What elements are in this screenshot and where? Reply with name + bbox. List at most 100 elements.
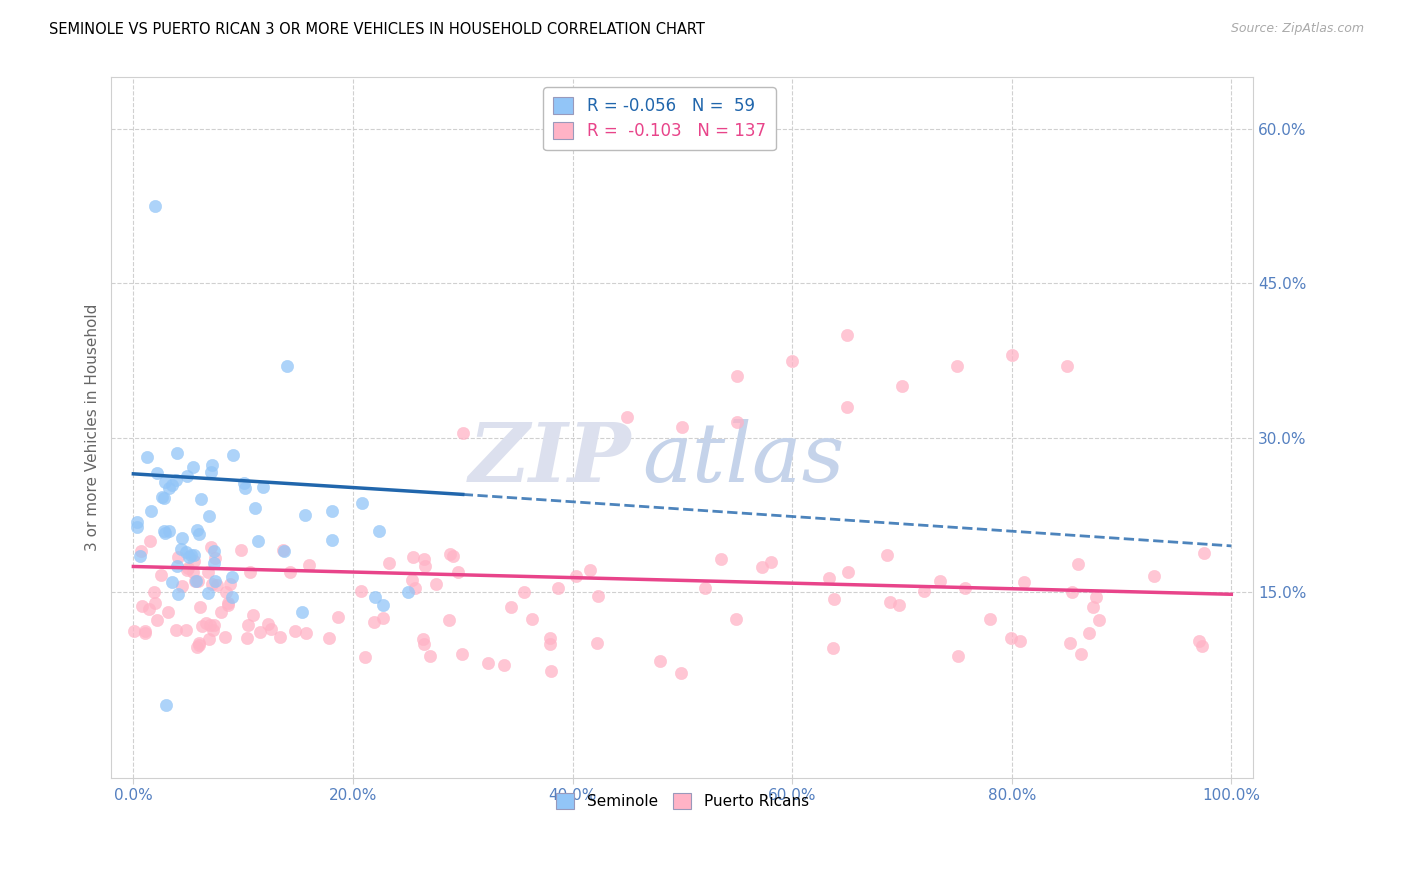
Point [221, 570, 243, 584]
Point [1062, 585, 1084, 599]
Point [221, 590, 243, 604]
Point [276, 359, 298, 373]
Point [412, 632, 434, 646]
Point [134, 624, 156, 639]
Point [271, 543, 294, 558]
Text: ZIP: ZIP [468, 419, 631, 499]
Point [1143, 569, 1166, 583]
Point [1059, 635, 1081, 649]
Point [413, 559, 436, 574]
Point [447, 565, 470, 579]
Point [187, 574, 209, 588]
Point [141, 504, 163, 518]
Point [202, 556, 225, 570]
Point [363, 615, 385, 630]
Text: atlas: atlas [643, 419, 845, 499]
Point [204, 551, 226, 566]
Point [153, 475, 176, 490]
Point [217, 596, 239, 610]
Point [295, 626, 318, 640]
Point [160, 478, 183, 492]
Point [451, 425, 474, 440]
Point [167, 587, 190, 601]
Text: Source: ZipAtlas.com: Source: ZipAtlas.com [1230, 22, 1364, 36]
Point [170, 579, 193, 593]
Point [176, 623, 198, 637]
Point [1084, 590, 1107, 604]
Point [404, 581, 426, 595]
Point [512, 585, 534, 599]
Point [197, 585, 219, 599]
Point [201, 577, 224, 591]
Point [194, 615, 217, 630]
Point [122, 624, 145, 639]
Point [284, 624, 307, 639]
Point [243, 500, 266, 515]
Point [1001, 348, 1024, 362]
Point [291, 605, 314, 619]
Point [439, 547, 461, 561]
Point [780, 353, 803, 368]
Point [209, 605, 232, 619]
Point [160, 575, 183, 590]
Point [586, 636, 609, 650]
Point [215, 584, 238, 599]
Point [979, 611, 1001, 625]
Point [176, 545, 198, 559]
Point [441, 549, 464, 563]
Point [565, 569, 588, 583]
Point [186, 640, 208, 654]
Point [328, 610, 350, 624]
Point [889, 598, 911, 612]
Point [181, 460, 204, 475]
Point [222, 448, 245, 462]
Point [321, 504, 343, 518]
Point [477, 656, 499, 670]
Point [1056, 359, 1078, 373]
Point [165, 473, 187, 487]
Point [1081, 600, 1104, 615]
Point [129, 544, 152, 558]
Point [235, 481, 257, 495]
Point [710, 552, 733, 566]
Point [520, 612, 543, 626]
Point [128, 549, 150, 563]
Point [217, 598, 239, 612]
Point [725, 415, 748, 429]
Point [751, 559, 773, 574]
Point [278, 566, 301, 580]
Point [725, 612, 748, 626]
Point [269, 630, 291, 644]
Point [823, 641, 845, 656]
Point [242, 607, 264, 622]
Point [402, 549, 425, 564]
Point [201, 624, 224, 638]
Point [176, 563, 198, 577]
Point [650, 654, 672, 668]
Point [229, 542, 252, 557]
Point [153, 524, 176, 539]
Point [823, 591, 845, 606]
Point [188, 639, 211, 653]
Point [321, 533, 343, 548]
Point [890, 379, 912, 393]
Point [425, 576, 447, 591]
Point [183, 554, 205, 568]
Point [131, 599, 153, 613]
Point [378, 557, 401, 571]
Point [371, 599, 394, 613]
Point [953, 581, 976, 595]
Point [239, 566, 262, 580]
Point [138, 602, 160, 616]
Point [184, 574, 207, 588]
Y-axis label: 3 or more Vehicles in Household: 3 or more Vehicles in Household [86, 304, 100, 551]
Point [143, 596, 166, 610]
Point [879, 595, 901, 609]
Point [256, 616, 278, 631]
Point [364, 591, 387, 605]
Point [451, 647, 474, 661]
Point [187, 636, 209, 650]
Point [588, 589, 610, 603]
Point [538, 637, 561, 651]
Point [1188, 634, 1211, 648]
